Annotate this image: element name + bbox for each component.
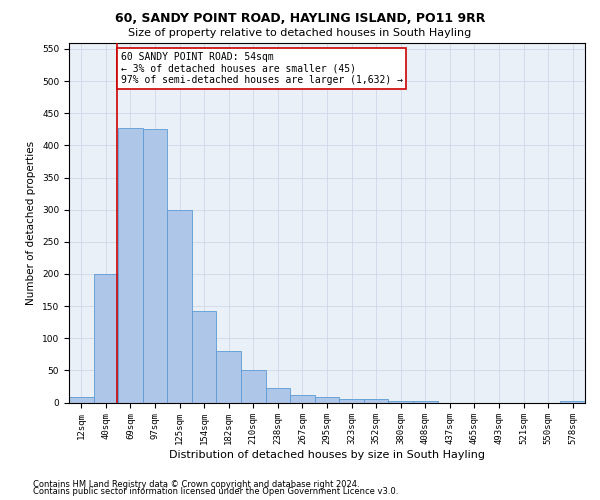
Bar <box>241 370 266 402</box>
Bar <box>413 401 437 402</box>
Text: Contains HM Land Registry data © Crown copyright and database right 2024.: Contains HM Land Registry data © Crown c… <box>33 480 359 489</box>
Bar <box>192 310 217 402</box>
Text: 60 SANDY POINT ROAD: 54sqm
← 3% of detached houses are smaller (45)
97% of semi-: 60 SANDY POINT ROAD: 54sqm ← 3% of detac… <box>121 52 403 86</box>
Bar <box>339 398 364 402</box>
Bar <box>167 210 192 402</box>
Bar <box>94 274 118 402</box>
Bar <box>118 128 143 402</box>
Text: 60, SANDY POINT ROAD, HAYLING ISLAND, PO11 9RR: 60, SANDY POINT ROAD, HAYLING ISLAND, PO… <box>115 12 485 26</box>
Bar <box>364 398 388 402</box>
Bar <box>560 400 585 402</box>
Text: Size of property relative to detached houses in South Hayling: Size of property relative to detached ho… <box>128 28 472 38</box>
Bar <box>388 401 413 402</box>
Bar <box>315 398 339 402</box>
X-axis label: Distribution of detached houses by size in South Hayling: Distribution of detached houses by size … <box>169 450 485 460</box>
Y-axis label: Number of detached properties: Number of detached properties <box>26 140 37 304</box>
Bar <box>69 398 94 402</box>
Text: Contains public sector information licensed under the Open Government Licence v3: Contains public sector information licen… <box>33 487 398 496</box>
Bar <box>290 396 315 402</box>
Bar <box>266 388 290 402</box>
Bar <box>143 130 167 402</box>
Bar <box>217 351 241 403</box>
